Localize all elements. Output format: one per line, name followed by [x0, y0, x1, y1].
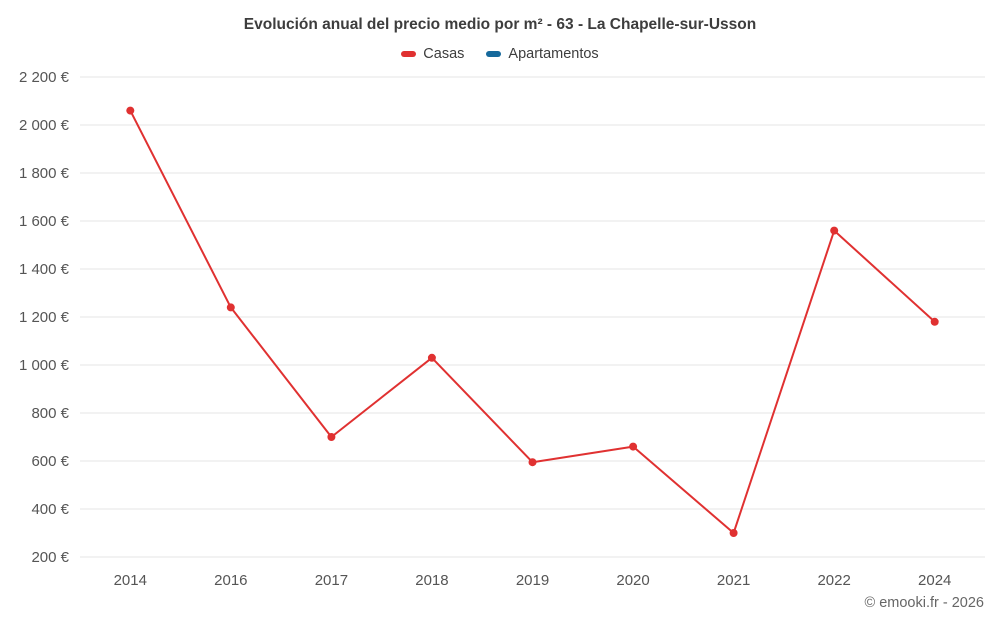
x-tick-label: 2020 [616, 572, 649, 589]
x-tick-label: 2017 [315, 572, 348, 589]
x-tick-label: 2021 [717, 572, 750, 589]
chart-title: Evolución anual del precio medio por m² … [243, 16, 757, 33]
legend-item-casas[interactable]: Casas [401, 46, 464, 62]
y-tick-label: 2 000 € [19, 117, 70, 134]
y-tick-label: 1 000 € [19, 357, 70, 374]
x-tick-label: 2018 [415, 572, 448, 589]
y-tick-label: 1 800 € [19, 165, 70, 182]
data-point[interactable] [629, 442, 638, 451]
data-point[interactable] [930, 317, 939, 326]
x-tick-label: 2016 [214, 572, 247, 589]
y-tick-label: 200 € [31, 549, 69, 566]
data-point[interactable] [729, 529, 738, 537]
x-tick-label: 2024 [918, 572, 951, 589]
y-tick-label: 400 € [31, 501, 69, 518]
y-tick-label: 2 200 € [19, 69, 70, 86]
data-point[interactable] [528, 458, 537, 467]
footer-credit-link[interactable]: © emooki.fr - 2026 [864, 595, 984, 611]
data-point[interactable] [830, 226, 839, 235]
series-lines [129, 109, 936, 534]
legend-label-apartamentos: Apartamentos [508, 46, 599, 62]
y-tick-label: 800 € [31, 405, 69, 422]
legend: Casas Apartamentos [0, 46, 1000, 62]
legend-swatch-casas-icon [401, 51, 417, 57]
series-markers [126, 106, 939, 537]
legend-label-casas: Casas [423, 46, 465, 62]
data-point[interactable] [226, 303, 235, 312]
series-line-casas [129, 109, 936, 534]
legend-item-apartamentos[interactable]: Apartamentos [486, 46, 599, 62]
y-tick-label: 1 200 € [19, 309, 70, 326]
x-tick-label: 2014 [114, 572, 147, 589]
x-axis-labels: 2014 2016 2017 2018 2019 2020 2021 2022 2024 [114, 572, 952, 589]
y-tick-label: 1 600 € [19, 213, 70, 230]
x-tick-label: 2019 [516, 572, 549, 589]
data-point[interactable] [427, 353, 436, 362]
data-point[interactable] [327, 433, 336, 441]
data-point[interactable] [126, 106, 135, 115]
y-tick-label: 1 400 € [19, 261, 70, 278]
x-tick-label: 2022 [817, 572, 850, 589]
y-axis-labels: 200 € 400 € 600 € 800 € 1 000 € 1 200 € 1 400 … [19, 69, 70, 566]
gridlines [80, 76, 985, 558]
legend-swatch-apartamentos-icon [486, 51, 502, 57]
y-tick-label: 600 € [31, 453, 69, 470]
